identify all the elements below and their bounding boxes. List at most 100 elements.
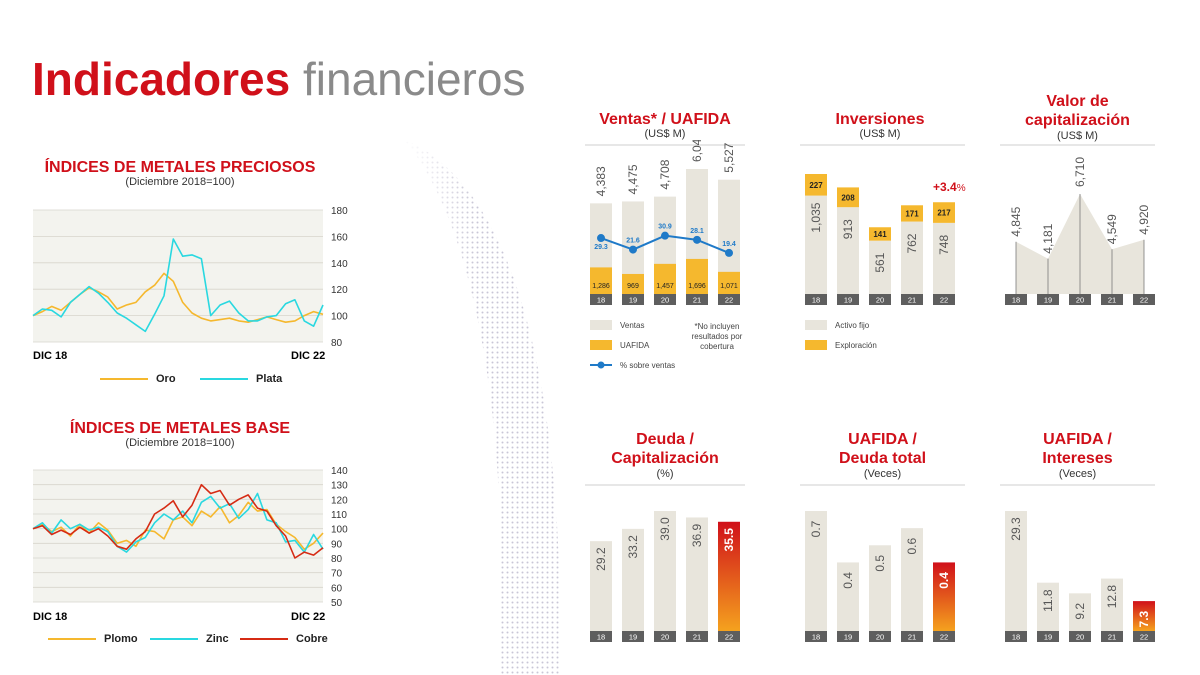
year-label: 22 — [725, 633, 733, 642]
valor-value-label: 4,549 — [1105, 214, 1119, 244]
activo-fijo-bar — [901, 221, 923, 294]
exploracion-value-label: 171 — [905, 209, 919, 218]
activo-fijo-value-label: 762 — [905, 233, 919, 253]
legend-uafida: UAFIDA — [590, 340, 649, 350]
deuda-title-line2: Capitalización — [611, 450, 719, 467]
pct-value-label: 21.6 — [626, 238, 640, 245]
year-label: 18 — [812, 633, 820, 642]
pct-value-label: 29.3 — [594, 244, 608, 251]
year-label: 22 — [940, 633, 948, 642]
uafida-intereses-chart: 29.3 11.8 9.2 12.8 7.3 18 19 20 21 22 — [1000, 484, 1155, 642]
pct-value-label: 28.1 — [690, 228, 704, 235]
year-label: 18 — [597, 633, 605, 642]
year-box — [1037, 631, 1059, 642]
deuda-capitalizacion-chart: 29.2 33.2 39.0 36.9 35.5 18 19 20 21 22 — [585, 484, 745, 642]
legend-zinc-label: Zinc — [206, 633, 229, 645]
year-box — [805, 294, 827, 305]
legend-plomo-swatch — [48, 638, 96, 640]
bar-value-label: 0.6 — [905, 537, 919, 554]
exploracion-value-label: 217 — [937, 209, 951, 218]
y-tick-label: 120 — [331, 495, 348, 506]
legend-uafida-label: UAFIDA — [620, 340, 650, 350]
year-label: 20 — [1076, 296, 1084, 305]
uafida-bar — [718, 271, 740, 294]
year-label: 20 — [876, 633, 884, 642]
y-tick-label: 80 — [331, 338, 343, 349]
inversiones-growth: +3.4% — [933, 180, 966, 194]
uafida-bar — [590, 267, 612, 294]
y-tick-label: 50 — [331, 598, 343, 609]
y-tick-label: 180 — [331, 206, 348, 217]
year-label: 18 — [1012, 633, 1020, 642]
legend-plata-label: Plata — [256, 373, 283, 385]
year-box — [1069, 631, 1091, 642]
bar — [901, 528, 923, 631]
year-label: 21 — [693, 633, 701, 642]
year-box — [933, 294, 955, 305]
year-label: 21 — [908, 633, 916, 642]
bar-value-label: 35.5 — [722, 528, 736, 552]
ventas-value-label: 6,043 — [690, 140, 704, 162]
y-tick-label: 140 — [331, 259, 348, 270]
precious-x-start: DIC 18 — [33, 350, 68, 362]
y-tick-label: 120 — [331, 285, 348, 296]
pct-point — [629, 245, 637, 254]
legend-zinc: Zinc — [150, 633, 229, 645]
year-box — [686, 294, 708, 305]
year-box — [590, 294, 612, 305]
bar-value-label: 12.8 — [1105, 585, 1119, 609]
uafida-deuda-title: UAFIDA / Deuda total — [800, 430, 965, 468]
uafida-value-label: 969 — [627, 283, 639, 290]
bar-value-label: 0.7 — [809, 520, 823, 537]
uafida-value-label: 1,457 — [656, 283, 674, 290]
exploracion-bar — [901, 205, 923, 222]
activo-fijo-value-label: 748 — [937, 235, 951, 255]
legend-pct: % sobre ventas — [590, 360, 675, 370]
bar — [622, 528, 644, 631]
legend-zinc-swatch — [150, 638, 198, 640]
base-chart-subtitle: (Diciembre 2018=100) — [125, 437, 235, 449]
series-line-plata — [32, 238, 324, 333]
legend-activo-swatch — [805, 320, 827, 330]
legend-cobre-label: Cobre — [296, 633, 328, 645]
year-label: 19 — [1044, 633, 1052, 642]
bar — [1005, 511, 1027, 631]
legend-plomo: Plomo — [48, 633, 138, 645]
year-box — [869, 294, 891, 305]
year-box — [1101, 631, 1123, 642]
precious-x-end: DIC 22 — [291, 350, 326, 362]
deuda-title: Deuda / Capitalización — [580, 430, 750, 468]
ventas-subtitle: (US$ M) — [644, 128, 686, 140]
legend-plomo-label: Plomo — [104, 633, 138, 645]
year-label: 20 — [661, 633, 669, 642]
valor-title-line2: capitalización — [1025, 112, 1130, 129]
base-x-start: DIC 18 — [33, 611, 68, 623]
legend-activo-fijo: Activo fijo — [805, 320, 869, 330]
uafida-value-label: 1,696 — [688, 283, 706, 290]
legend-cobre: Cobre — [240, 633, 328, 645]
ventas-footnote: *No incluyen resultados por cobertura — [691, 322, 743, 351]
legend-oro-label: Oro — [156, 373, 176, 385]
year-box — [933, 631, 955, 642]
year-box — [622, 294, 644, 305]
inversiones-subtitle: (US$ M) — [859, 128, 901, 140]
ventas-value-label: 5,527 — [722, 142, 736, 172]
inversiones-growth-pct: % — [956, 183, 966, 194]
year-label: 18 — [812, 296, 820, 305]
legend-cobre-swatch — [240, 638, 288, 640]
precious-metals-chart: 80 100 120 140 160 180 — [32, 206, 348, 349]
uafida-bar — [686, 258, 708, 294]
exploracion-bar — [933, 202, 955, 223]
bar — [1037, 582, 1059, 631]
uafida-deuda-chart: 0.7 0.4 0.5 0.6 0.4 18 19 20 21 22 — [800, 484, 965, 642]
pct-point — [693, 235, 701, 244]
year-box — [805, 631, 827, 642]
bar-value-label: 0.5 — [873, 555, 887, 572]
deuda-subtitle: (%) — [656, 468, 674, 480]
base-x-end: DIC 22 — [291, 611, 326, 623]
valor-title: Valor de capitalización — [1000, 92, 1155, 130]
bar — [654, 511, 676, 631]
highlight-bar — [718, 521, 740, 631]
legend-exploracion: Exploración — [805, 340, 877, 350]
uafida-bar — [622, 273, 644, 294]
